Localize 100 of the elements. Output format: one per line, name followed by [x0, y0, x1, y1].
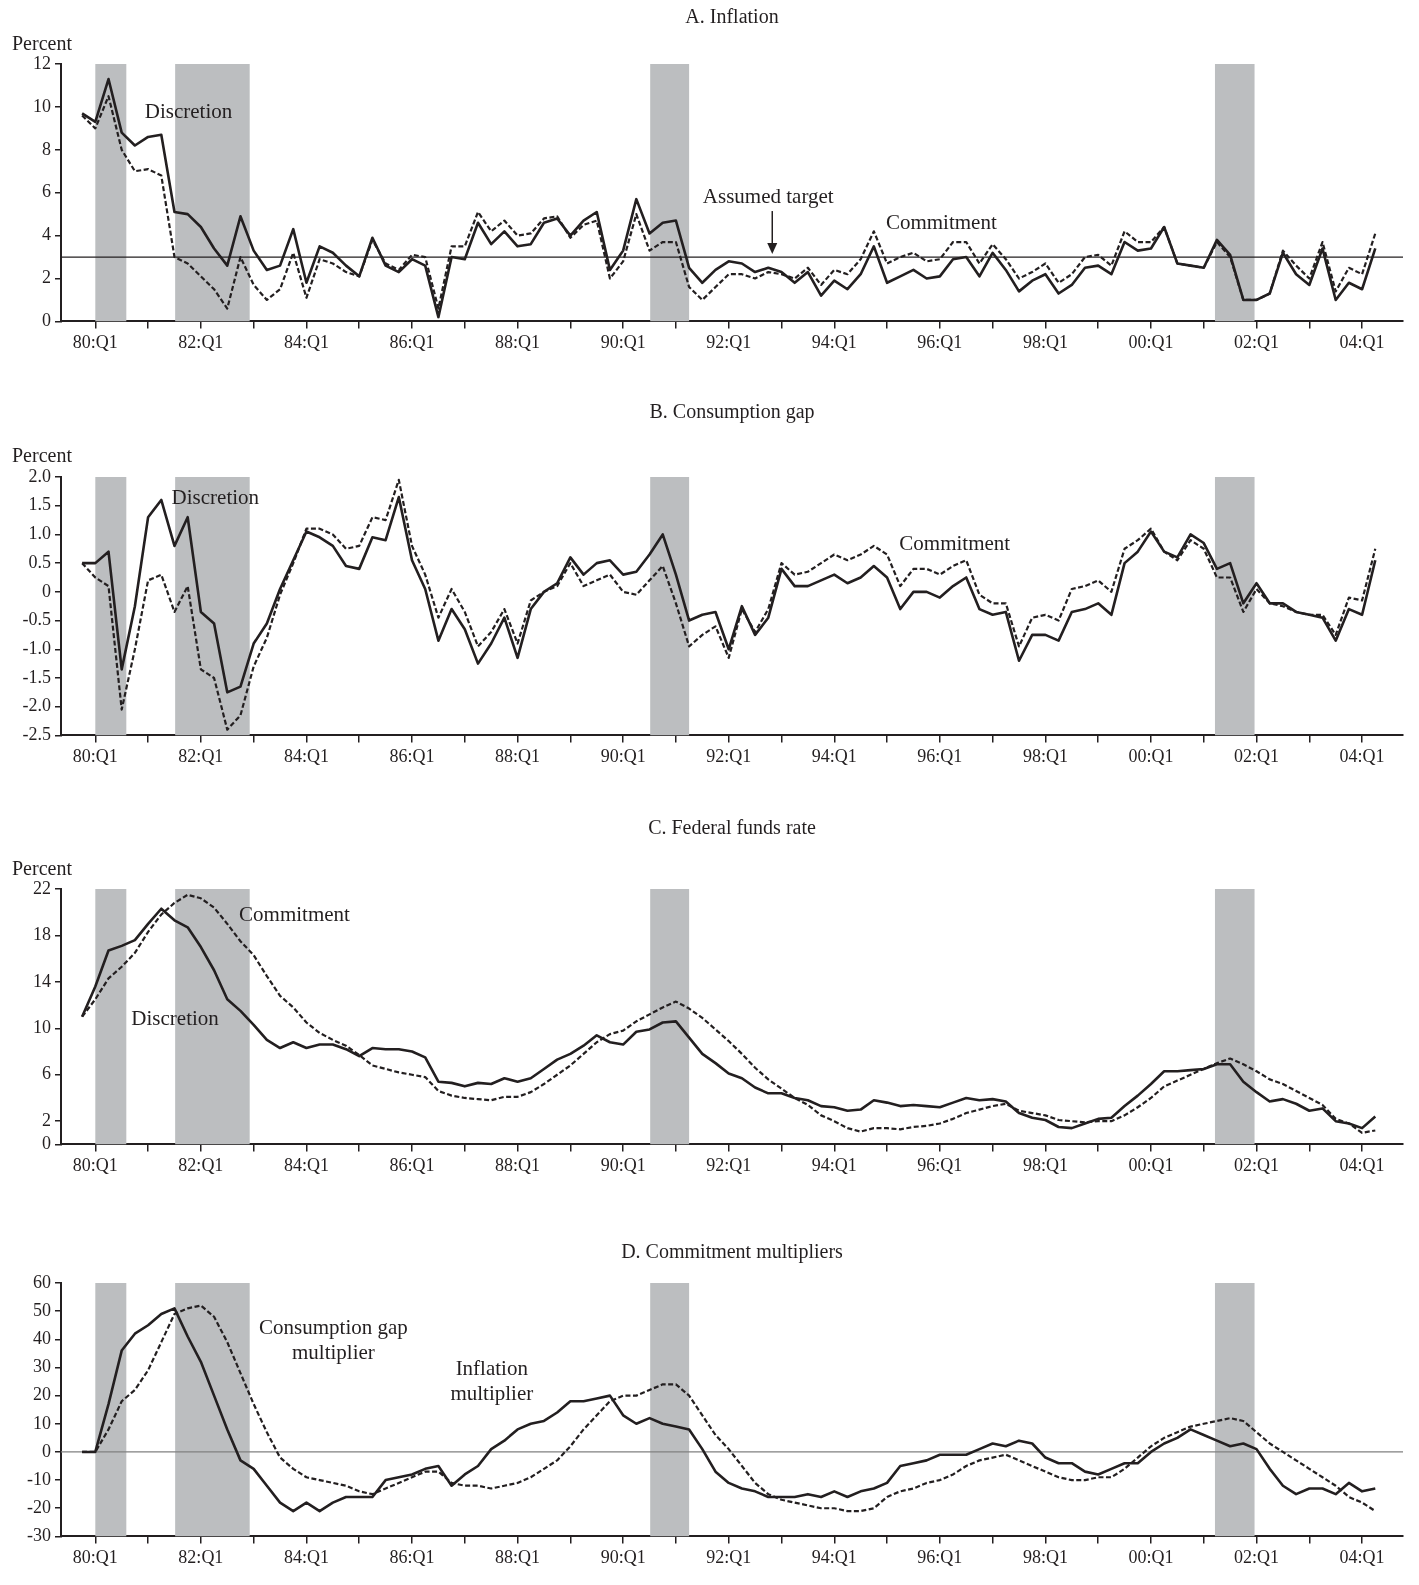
chart-title: A. Inflation	[685, 5, 779, 28]
x-tick-label: 04:Q1	[1339, 1154, 1385, 1175]
x-tick-label: 92:Q1	[706, 1154, 752, 1175]
chart-title: B. Consumption gap	[649, 400, 815, 424]
x-tick-label: 90:Q1	[600, 1154, 646, 1175]
x-tick-label: 90:Q1	[600, 1546, 646, 1567]
y-tick-label: 20	[33, 1384, 51, 1405]
y-tick-label: 50	[33, 1299, 51, 1320]
x-tick-label: 98:Q1	[1022, 1546, 1068, 1567]
x-tick-label: 00:Q1	[1128, 745, 1174, 766]
x-tick-label: 82:Q1	[178, 1154, 224, 1175]
x-tick-label: 96:Q1	[917, 1546, 963, 1567]
series-label: Commitment	[899, 531, 1011, 556]
series-label: Commitment	[239, 902, 351, 927]
x-tick-label: 98:Q1	[1022, 1154, 1068, 1175]
x-tick-label: 88:Q1	[495, 1546, 541, 1567]
y-tick-label: 6	[42, 1063, 51, 1084]
x-tick-label: 96:Q1	[917, 745, 963, 766]
x-tick-label: 90:Q1	[600, 331, 646, 352]
y-tick-label: 0	[42, 310, 51, 331]
x-tick-label: 80:Q1	[72, 745, 118, 766]
x-tick-label: 96:Q1	[917, 331, 963, 352]
x-tick-label: 80:Q1	[72, 1154, 118, 1175]
x-tick-label: 98:Q1	[1022, 745, 1068, 766]
series-label: Commitment	[885, 210, 997, 235]
y-tick-label: 18	[33, 924, 51, 945]
y-tick-label: 1.5	[28, 494, 51, 515]
y-tick-label: -1.5	[22, 666, 51, 687]
x-tick-label: 00:Q1	[1128, 331, 1174, 352]
x-tick-label: 92:Q1	[706, 745, 752, 766]
ref-line-label: Assumed target	[702, 183, 834, 208]
x-tick-label: 92:Q1	[706, 331, 752, 352]
y-tick-label: -2.5	[22, 724, 51, 745]
x-tick-label: 96:Q1	[917, 1154, 963, 1175]
y-tick-label: 12	[33, 52, 51, 73]
x-tick-label: 94:Q1	[811, 331, 857, 352]
y-tick-label: 2.0	[28, 465, 51, 486]
series-label: Discretion	[144, 99, 233, 124]
y-tick-label: 6	[42, 181, 51, 202]
x-tick-label: 84:Q1	[283, 331, 329, 352]
y-tick-label: 40	[33, 1328, 51, 1349]
y-tick-label: 60	[33, 1271, 51, 1292]
x-tick-label: 04:Q1	[1339, 331, 1385, 352]
x-tick-label: 82:Q1	[178, 745, 224, 766]
x-tick-label: 94:Q1	[811, 1546, 857, 1567]
y-tick-label: 10	[33, 1412, 51, 1433]
x-tick-label: 86:Q1	[389, 1154, 435, 1175]
x-tick-label: 94:Q1	[811, 1154, 857, 1175]
x-tick-label: 00:Q1	[1128, 1154, 1174, 1175]
x-tick-label: 02:Q1	[1234, 745, 1280, 766]
x-tick-label: 80:Q1	[72, 331, 118, 352]
y-tick-label: 2	[42, 1109, 51, 1130]
y-tick-label: 1.0	[28, 523, 51, 544]
y-axis-title: Percent	[12, 32, 73, 55]
y-tick-label: 14	[33, 970, 51, 991]
chart-title: C. Federal funds rate	[648, 816, 816, 839]
x-tick-label: 02:Q1	[1234, 331, 1280, 352]
y-tick-label: 0	[42, 1440, 51, 1461]
y-tick-label: 10	[33, 95, 51, 116]
series-label: Consumption gap multiplier	[259, 1314, 408, 1364]
x-tick-label: 02:Q1	[1234, 1154, 1280, 1175]
x-tick-label: 92:Q1	[706, 1546, 752, 1567]
x-tick-label: 86:Q1	[389, 745, 435, 766]
x-tick-label: 88:Q1	[495, 1154, 541, 1175]
y-tick-label: 0	[42, 580, 51, 601]
x-tick-label: 82:Q1	[178, 1546, 224, 1567]
y-tick-label: -2.0	[22, 695, 51, 716]
y-axis-title: Percent	[12, 857, 73, 880]
x-tick-label: 98:Q1	[1022, 331, 1068, 352]
y-tick-label: -10	[27, 1468, 51, 1489]
x-tick-label: 84:Q1	[283, 1154, 329, 1175]
x-tick-label: 02:Q1	[1234, 1546, 1280, 1567]
y-tick-label: 2	[42, 267, 51, 288]
y-tick-label: 22	[33, 877, 51, 898]
series-label: Discretion	[171, 485, 260, 510]
y-tick-label: 4	[42, 224, 51, 245]
series-label: Discretion	[131, 1005, 220, 1030]
x-tick-label: 84:Q1	[283, 745, 329, 766]
series-label: Inflation multiplier	[450, 1356, 534, 1406]
y-tick-label: -30	[27, 1525, 51, 1546]
x-tick-label: 84:Q1	[283, 1546, 329, 1567]
x-tick-label: 88:Q1	[495, 745, 541, 766]
y-tick-label: 8	[42, 138, 51, 159]
x-tick-label: 94:Q1	[811, 745, 857, 766]
chart-title: D. Commitment multipliers	[621, 1240, 844, 1264]
x-tick-label: 00:Q1	[1128, 1546, 1174, 1567]
y-tick-label: 30	[33, 1356, 51, 1377]
y-tick-label: 0.5	[28, 551, 51, 572]
y-tick-label: 10	[33, 1017, 51, 1038]
x-tick-label: 04:Q1	[1339, 745, 1385, 766]
y-tick-label: -1.0	[22, 638, 51, 658]
x-tick-label: 86:Q1	[389, 331, 435, 352]
y-tick-label: -20	[27, 1496, 51, 1517]
x-tick-label: 90:Q1	[600, 745, 646, 766]
y-axis-title: Percent	[12, 444, 73, 467]
x-tick-label: 82:Q1	[178, 331, 224, 352]
x-tick-label: 80:Q1	[72, 1546, 118, 1567]
x-tick-label: 86:Q1	[389, 1546, 435, 1567]
x-tick-label: 88:Q1	[495, 331, 541, 352]
y-tick-label: -0.5	[22, 609, 51, 630]
